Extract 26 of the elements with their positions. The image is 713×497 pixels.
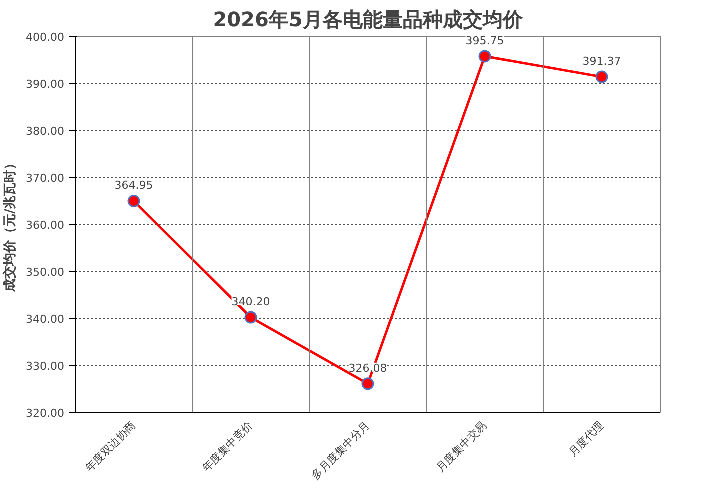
- point: [128, 194, 140, 208]
- y-tick-label: 370.00: [26, 172, 65, 185]
- y-tick-label: 390.00: [26, 78, 65, 91]
- data-label: 395.75: [466, 34, 504, 48]
- x-tick-label: 多月度集中分月: [308, 418, 373, 483]
- y-tick-label: 360.00: [26, 219, 65, 232]
- data-label: 391.37: [582, 55, 622, 68]
- y-tick-label: 350.00: [26, 266, 65, 279]
- y-axis-title: 成交均价（元/兆瓦时）: [2, 157, 18, 293]
- x-tick-label: 年度集中竞价: [200, 418, 256, 475]
- point: [478, 50, 492, 63]
- data-label: 326.08: [348, 362, 388, 375]
- chart-title: 2026年5月各电能量品种成交均价: [213, 8, 524, 32]
- data-label: 340.20: [232, 296, 270, 309]
- point: [596, 70, 608, 84]
- x-tick-label: 年度双边协商: [82, 418, 139, 475]
- y-tick-label: 380.00: [26, 125, 65, 138]
- y-tick-label: 320.00: [26, 407, 65, 420]
- y-tick-label: 400.00: [26, 31, 65, 44]
- point: [362, 378, 374, 390]
- x-tick-label: 月度集中交易: [434, 418, 490, 475]
- x-tick-label: 月度代理: [566, 418, 607, 460]
- y-tick-label: 330.00: [26, 360, 65, 373]
- data-label: 364.95: [114, 179, 154, 192]
- point: [244, 311, 258, 324]
- y-tick-label: 340.00: [26, 313, 65, 326]
